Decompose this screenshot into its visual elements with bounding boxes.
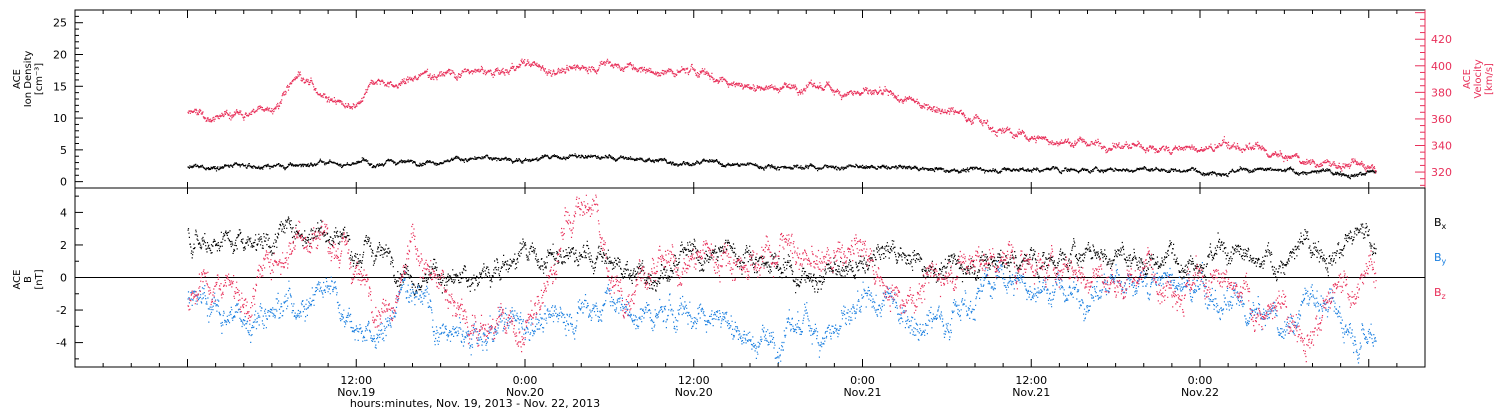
axis-label-line: ACE: [12, 69, 23, 89]
velocity-tick-label: 360: [1431, 113, 1452, 126]
velocity-tick-label: 340: [1431, 139, 1452, 152]
axis-label-line: [km/s]: [1484, 63, 1495, 95]
scatter-points: [187, 260, 1377, 364]
series-points-1: [187, 58, 1377, 174]
x-tick-date: Nov.21: [1012, 386, 1050, 399]
axis-label-line: B: [23, 276, 34, 283]
series-by: [187, 260, 1377, 364]
density-tick-label: 15: [53, 80, 67, 93]
density-axis-label: ACE Ion Density [cm⁻³]: [12, 51, 45, 108]
axis-label-line: ACE: [1462, 69, 1473, 89]
axis-label-line: [cm⁻³]: [34, 63, 45, 95]
field-legend: Bx By Bz: [1434, 216, 1447, 301]
x-tick-time: 12:00: [1015, 374, 1047, 387]
x-tick-time: 0:00: [513, 374, 538, 387]
legend-subscript: z: [1442, 292, 1446, 301]
velocity-axis-label: ACE Velocity [km/s]: [1462, 59, 1495, 98]
velocity-axis: 320 340 360 380 400 420: [1415, 10, 1452, 188]
legend-subscript: x: [1442, 222, 1447, 231]
axis-label-line: Velocity: [1473, 59, 1484, 98]
axis-label-line: Ion Density: [23, 51, 34, 108]
density-tick-label: 0: [60, 176, 67, 189]
density-tick-label: 5: [60, 144, 67, 157]
x-tick-time: 0:00: [1188, 374, 1213, 387]
velocity-tick-label: 400: [1431, 60, 1452, 73]
density-axis: 0 5 10 15 20 25: [53, 9, 83, 189]
field-tick-label: 2: [60, 239, 67, 252]
legend-by: By: [1434, 251, 1447, 266]
plasma-frame: [74, 9, 1426, 189]
x-tick-date: Nov.20: [506, 386, 544, 399]
field-tick-label: -2: [56, 304, 67, 317]
series-points-0: [187, 153, 1377, 180]
field-tick-label: 4: [60, 206, 67, 219]
x-tick-date: Nov.19: [337, 386, 375, 399]
x-axis-title: hours:minutes, Nov. 19, 2013 - Nov. 22, …: [350, 397, 600, 410]
x-tick-time: 0:00: [850, 374, 875, 387]
axis-label-line: ACE: [12, 270, 23, 290]
series-bx: [187, 216, 1377, 296]
time-axis: 12:00Nov.190:00Nov.2012:00Nov.200:00Nov.…: [102, 10, 1398, 399]
velocity-tick-label: 320: [1431, 166, 1452, 179]
x-tick-time: 12:00: [678, 374, 710, 387]
density-tick-label: 20: [53, 49, 67, 62]
legend-bz: Bz: [1434, 286, 1446, 301]
field-axis-label: ACE B [nT]: [12, 269, 45, 289]
scatter-points: [187, 153, 1377, 180]
x-tick-time: 12:00: [340, 374, 372, 387]
velocity-tick-label: 380: [1431, 86, 1452, 99]
axis-label-line: [nT]: [34, 269, 45, 289]
scatter-points: [187, 194, 1377, 363]
field-tick-label: -4: [56, 337, 67, 350]
density-tick-label: 10: [53, 112, 67, 125]
series-bz: [187, 194, 1377, 363]
scatter-points: [187, 58, 1377, 174]
density-tick-label: 25: [53, 17, 67, 30]
x-tick-date: Nov.22: [1181, 386, 1219, 399]
legend-bx: Bx: [1434, 216, 1447, 231]
velocity-tick-label: 420: [1431, 33, 1452, 46]
x-tick-date: Nov.20: [675, 386, 713, 399]
scatter-points: [187, 216, 1377, 296]
field-axis: -4 -2 0 2 4: [56, 195, 83, 360]
x-tick-date: Nov.21: [843, 386, 881, 399]
field-tick-label: 0: [60, 272, 67, 285]
legend-subscript: y: [1442, 257, 1447, 266]
